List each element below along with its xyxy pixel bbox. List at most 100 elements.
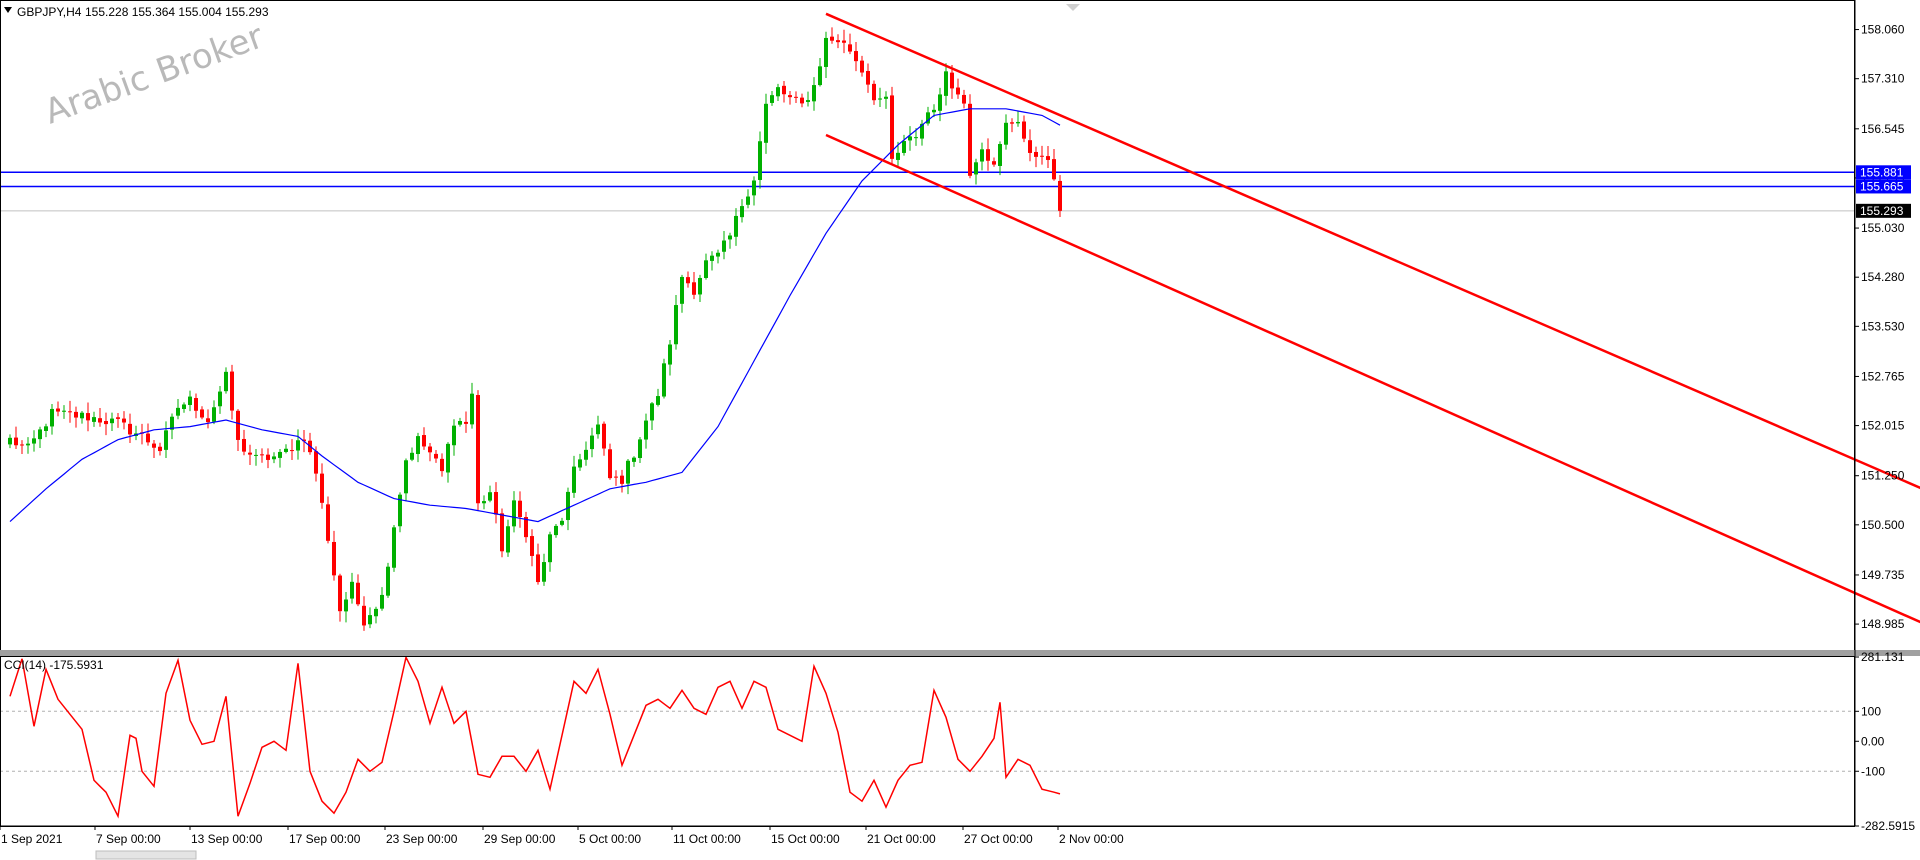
candle[interactable] [1052,149,1056,181]
candle[interactable] [110,412,114,432]
candle[interactable] [44,423,48,438]
candle[interactable] [362,596,366,631]
candle[interactable] [200,406,204,420]
candle[interactable] [758,131,762,189]
candle[interactable] [338,573,342,622]
candle[interactable] [518,491,522,528]
candle[interactable] [152,440,156,458]
candle[interactable] [920,119,924,146]
candle[interactable] [86,402,90,432]
candle[interactable] [1016,111,1020,127]
candle[interactable] [830,27,834,44]
candle[interactable] [872,80,876,105]
pane-separator[interactable] [0,650,1920,656]
candle[interactable] [530,529,534,567]
candle[interactable] [488,485,492,503]
candle[interactable] [422,427,426,450]
candle[interactable] [1010,118,1014,133]
candle[interactable] [116,412,120,428]
candle[interactable] [902,134,906,156]
candle[interactable] [398,492,402,533]
candle[interactable] [1058,174,1062,217]
candle[interactable] [548,531,552,572]
candle[interactable] [734,208,738,246]
candle[interactable] [260,448,264,463]
candle[interactable] [800,93,804,108]
candle[interactable] [236,409,240,452]
candle[interactable] [578,453,582,471]
candle[interactable] [434,449,438,463]
candle[interactable] [476,390,480,511]
candle[interactable] [566,487,570,531]
candle[interactable] [842,29,846,54]
candle[interactable] [908,126,912,151]
candle[interactable] [746,189,750,209]
candle[interactable] [1022,115,1026,143]
candle[interactable] [680,274,684,313]
candle[interactable] [524,511,528,543]
candle[interactable] [1046,146,1050,168]
candle[interactable] [74,406,78,428]
candle[interactable] [980,142,984,171]
candle[interactable] [596,415,600,439]
candle[interactable] [506,519,510,557]
candle[interactable] [812,77,816,111]
candle[interactable] [92,411,96,427]
candle[interactable] [170,413,174,440]
candle[interactable] [14,426,18,450]
candle[interactable] [512,491,516,533]
candle[interactable] [890,86,894,166]
candle[interactable] [626,459,630,495]
scroll-marker-icon[interactable] [1066,4,1080,11]
candle[interactable] [728,232,732,249]
candle[interactable] [494,482,498,524]
candle[interactable] [20,440,24,455]
candle[interactable] [230,364,234,420]
candle[interactable] [572,455,576,498]
candle[interactable] [440,453,444,477]
candle[interactable] [956,78,960,99]
candle[interactable] [68,400,72,423]
candle[interactable] [266,448,270,469]
candle[interactable] [254,448,258,466]
candle[interactable] [950,65,954,99]
horizontal-scrollbar[interactable] [95,850,197,860]
candle[interactable] [176,399,180,420]
candle[interactable] [716,249,720,264]
candle[interactable] [620,469,624,493]
candle[interactable] [944,63,948,106]
candle[interactable] [632,456,636,467]
candle[interactable] [866,63,870,93]
candle[interactable] [386,562,390,598]
candle[interactable] [500,508,504,558]
candle[interactable] [446,442,450,483]
candle[interactable] [374,606,378,624]
candle[interactable] [1040,145,1044,165]
candle[interactable] [806,91,810,107]
candle[interactable] [752,176,756,206]
candle[interactable] [62,405,66,419]
candle[interactable] [686,271,690,288]
candle[interactable] [296,429,300,460]
candle[interactable] [824,31,828,79]
candle[interactable] [710,251,714,271]
candle[interactable] [854,42,858,72]
candle[interactable] [614,470,618,486]
candle[interactable] [608,443,612,480]
candle[interactable] [704,253,708,280]
candle[interactable] [248,444,252,466]
candle[interactable] [368,607,372,629]
candle[interactable] [332,530,336,581]
candle[interactable] [8,434,12,449]
candle[interactable] [128,413,132,444]
candle[interactable] [938,87,942,122]
candle[interactable] [206,409,210,429]
candle[interactable] [458,417,462,427]
candle[interactable] [38,426,42,448]
candle[interactable] [662,358,666,399]
candle[interactable] [698,274,702,302]
candle[interactable] [272,452,276,464]
candle[interactable] [188,390,192,412]
candle[interactable] [314,446,318,482]
candle[interactable] [602,421,606,456]
